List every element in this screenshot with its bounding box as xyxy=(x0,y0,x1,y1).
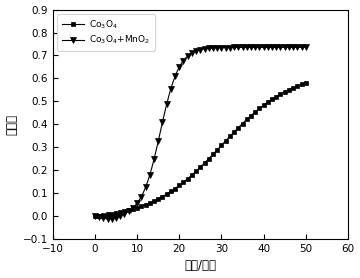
Line: Co$_3$O$_4$: Co$_3$O$_4$ xyxy=(93,81,308,218)
Co$_3$O$_4$ xyxy=(93,214,97,218)
Co$_3$O$_4$+MnO$_2$ xyxy=(192,50,196,54)
Co$_3$O$_4$ xyxy=(240,122,245,125)
Co$_3$O$_4$+MnO$_2$ xyxy=(221,46,226,49)
Co$_3$O$_4$+MnO$_2$ xyxy=(93,214,97,218)
X-axis label: 时间/分钟: 时间/分钟 xyxy=(184,259,216,272)
Co$_3$O$_4$ xyxy=(303,81,308,85)
Co$_3$O$_4$ xyxy=(251,112,255,115)
Y-axis label: 转化率: 转化率 xyxy=(5,114,19,135)
Co$_3$O$_4$ xyxy=(145,202,150,205)
Co$_3$O$_4$+MnO$_2$ xyxy=(148,173,152,177)
Co$_3$O$_4$+MnO$_2$ xyxy=(108,217,112,220)
Legend: Co$_3$O$_4$, Co$_3$O$_4$+MnO$_2$: Co$_3$O$_4$, Co$_3$O$_4$+MnO$_2$ xyxy=(57,14,154,51)
Co$_3$O$_4$ xyxy=(219,144,224,147)
Co$_3$O$_4$+MnO$_2$ xyxy=(242,46,247,49)
Co$_3$O$_4$ xyxy=(108,212,112,216)
Co$_3$O$_4$ xyxy=(190,173,194,177)
Co$_3$O$_4$+MnO$_2$ xyxy=(303,46,308,49)
Co$_3$O$_4$+MnO$_2$ xyxy=(110,217,114,220)
Co$_3$O$_4$+MnO$_2$ xyxy=(253,46,257,49)
Line: Co$_3$O$_4$+MnO$_2$: Co$_3$O$_4$+MnO$_2$ xyxy=(92,45,309,222)
